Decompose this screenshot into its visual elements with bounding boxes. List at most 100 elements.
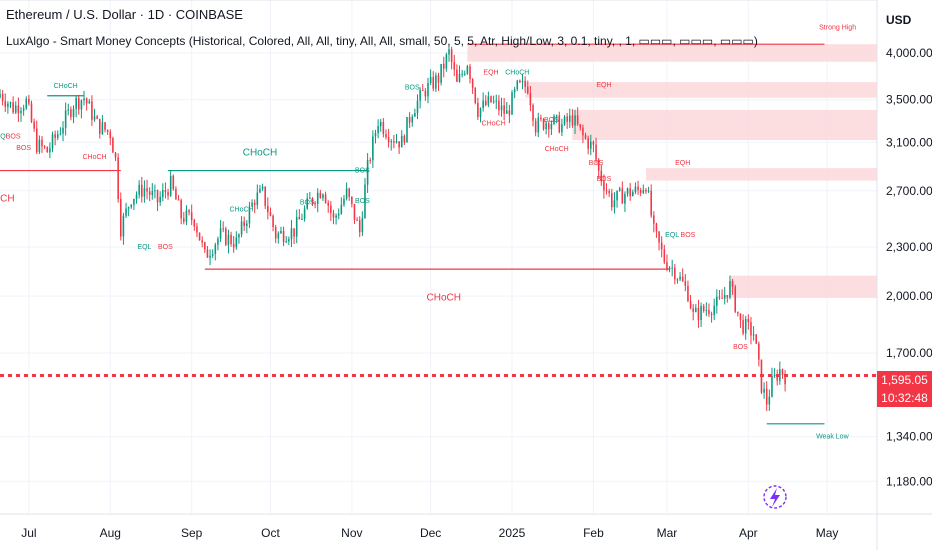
candle-body bbox=[629, 188, 631, 197]
candle-body bbox=[377, 126, 379, 134]
candle-body bbox=[240, 221, 243, 235]
candle-body bbox=[440, 63, 442, 83]
candle-body bbox=[188, 210, 190, 213]
structure-label: BOS bbox=[300, 200, 315, 207]
candle-body bbox=[395, 141, 398, 143]
candle-body bbox=[156, 190, 159, 203]
candle-body bbox=[558, 115, 561, 133]
structure-label: BOS bbox=[355, 198, 370, 205]
candle-body bbox=[335, 215, 337, 218]
candle-body bbox=[358, 220, 361, 233]
candle-body bbox=[28, 98, 30, 104]
candle-body bbox=[697, 307, 700, 321]
candle-body bbox=[503, 105, 505, 114]
candle-body bbox=[568, 115, 571, 122]
candle-body bbox=[46, 147, 49, 153]
candle-body bbox=[542, 118, 545, 130]
candle-body bbox=[490, 96, 492, 103]
candle-body bbox=[322, 194, 324, 199]
candle-body bbox=[198, 232, 201, 241]
x-tick-label: May bbox=[816, 526, 839, 540]
candle-body bbox=[130, 204, 133, 208]
candle-body bbox=[613, 200, 616, 208]
candle-body bbox=[353, 203, 356, 220]
lightning-icon-ring bbox=[763, 485, 787, 509]
candle-body bbox=[484, 100, 487, 105]
candle-body bbox=[618, 188, 621, 191]
candle-body bbox=[526, 86, 529, 94]
candle-body bbox=[427, 82, 429, 97]
candle-body bbox=[448, 49, 450, 55]
candle-body bbox=[532, 105, 534, 121]
candle-body bbox=[70, 109, 72, 118]
candle-body bbox=[154, 190, 156, 192]
candle-body bbox=[505, 110, 508, 114]
candle-body bbox=[571, 115, 574, 126]
candle-body bbox=[225, 228, 227, 245]
levels-layer bbox=[0, 43, 825, 425]
candle-body bbox=[731, 281, 734, 287]
candle-body bbox=[679, 276, 681, 280]
x-tick-label: Jul bbox=[21, 526, 36, 540]
candle-body bbox=[708, 309, 710, 314]
structure-label: BOS bbox=[733, 344, 748, 351]
candle-body bbox=[534, 120, 537, 133]
candle-body bbox=[621, 188, 624, 204]
currency-label[interactable]: USD bbox=[886, 13, 912, 27]
candle-body bbox=[469, 66, 471, 80]
candle-body bbox=[141, 184, 143, 197]
candle-body bbox=[306, 198, 309, 209]
candle-body bbox=[592, 141, 595, 145]
indicator-description[interactable]: LuxAlgo - Smart Money Concepts (Historic… bbox=[6, 34, 758, 48]
structure-label: Weak Low bbox=[816, 434, 849, 441]
candle-body bbox=[343, 198, 345, 205]
candle-body bbox=[288, 239, 290, 242]
candle-body bbox=[755, 334, 758, 344]
candle-body bbox=[500, 105, 503, 111]
candle-body bbox=[492, 101, 495, 103]
candle-body bbox=[298, 217, 301, 220]
candle-body bbox=[30, 103, 33, 122]
candle-body bbox=[290, 228, 293, 240]
candle-body bbox=[668, 267, 671, 270]
chart-title[interactable]: Ethereum / U.S. Dollar · 1D · COINBASE bbox=[6, 7, 243, 22]
candle-body bbox=[96, 116, 98, 119]
candle-body bbox=[605, 190, 608, 192]
candle-body bbox=[647, 190, 650, 192]
candle-body bbox=[561, 124, 563, 133]
candle-body bbox=[314, 203, 316, 205]
candle-body bbox=[167, 192, 169, 196]
y-tick-label: 2,300.00 bbox=[886, 240, 932, 254]
candle-body bbox=[482, 100, 484, 109]
candle-body bbox=[611, 193, 613, 208]
candle-body bbox=[49, 148, 51, 153]
candle-body bbox=[723, 295, 726, 299]
candle-body bbox=[516, 80, 519, 90]
candle-body bbox=[35, 128, 38, 153]
candle-body bbox=[461, 73, 463, 75]
candle-body bbox=[316, 192, 319, 204]
candle-body bbox=[133, 198, 135, 205]
logo-layer[interactable] bbox=[763, 485, 787, 509]
y-tick-label: 1,180.00 bbox=[886, 474, 932, 488]
candle-body bbox=[508, 110, 511, 115]
candle-body bbox=[765, 388, 768, 405]
candle-body bbox=[324, 194, 327, 203]
candle-body bbox=[327, 202, 330, 206]
candle-body bbox=[537, 117, 540, 133]
candle-body bbox=[104, 122, 106, 130]
candle-body bbox=[256, 192, 259, 206]
candle-body bbox=[582, 127, 584, 136]
candle-body bbox=[408, 117, 411, 123]
candle-body bbox=[721, 297, 723, 299]
candle-body bbox=[0, 93, 1, 98]
candle-body bbox=[658, 231, 660, 243]
candle-body bbox=[771, 376, 773, 397]
candle-body bbox=[196, 226, 198, 233]
y-tick-label: 2,700.00 bbox=[886, 184, 932, 198]
labels-layer: CHoCHCHoCHEQLBOSBOSCHoCHEQLBOSCHoCHCHoCH… bbox=[0, 24, 856, 440]
structure-label: BOS bbox=[544, 117, 559, 124]
